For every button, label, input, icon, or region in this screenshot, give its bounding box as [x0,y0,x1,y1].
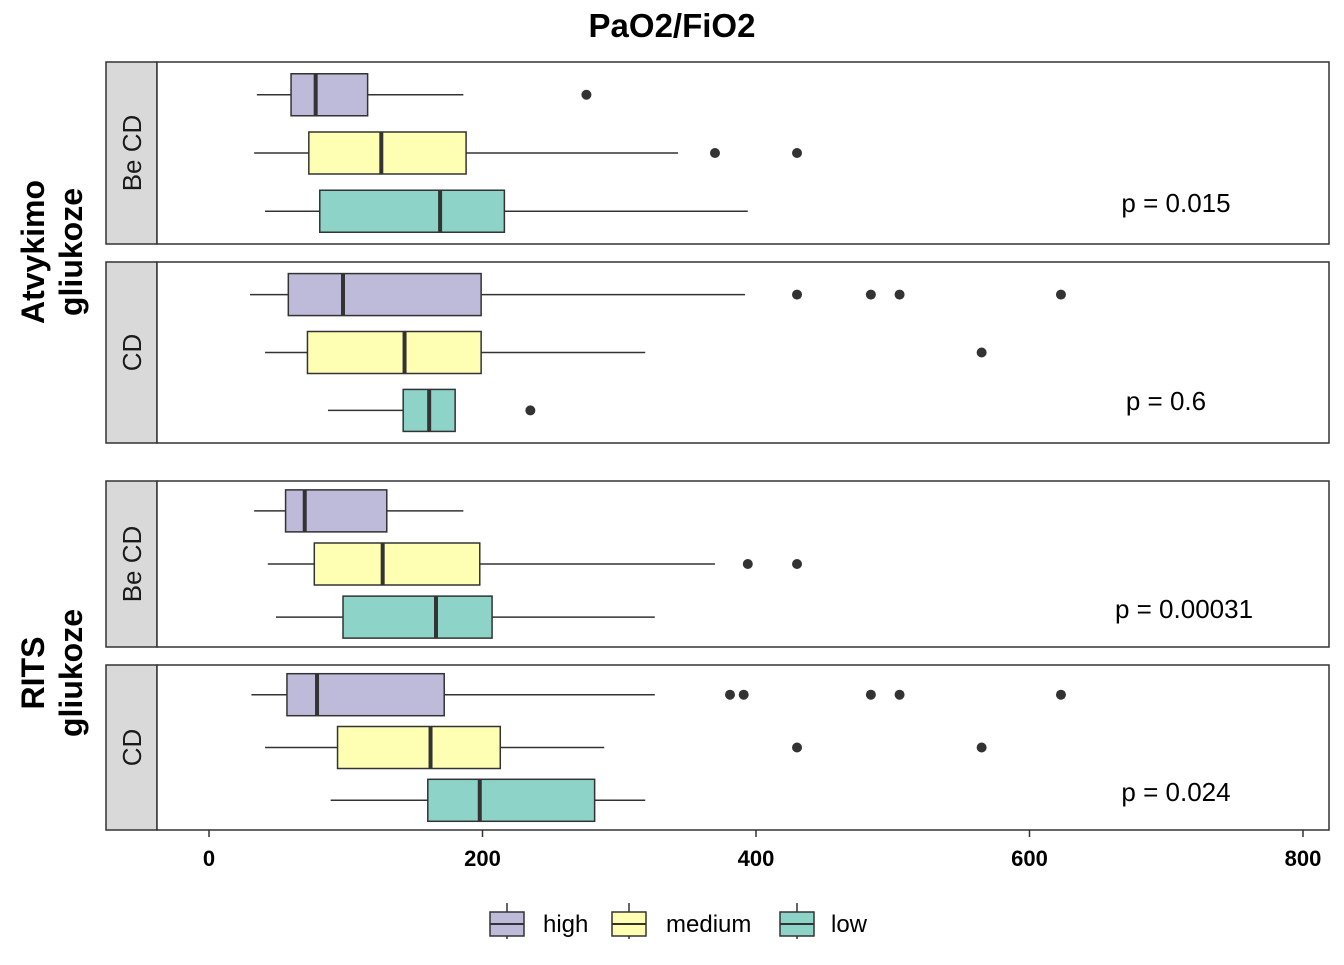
box-high [284,489,388,533]
outlier-point [738,689,749,700]
x-tick-label: 600 [1011,846,1048,871]
outlier-point [581,89,592,100]
box-high [287,272,482,317]
legend-label-medium: medium [666,911,751,938]
facet-strip-label: Be CD [117,526,147,603]
box-medium [306,330,482,375]
x-tick-label: 800 [1285,846,1322,871]
group-label-line1: Atvykimo [15,180,51,324]
box-low [319,189,506,233]
box-medium [308,131,467,175]
outlier-point [709,148,720,158]
facet-strip [105,664,158,831]
facet-strip [105,480,158,648]
outlier-point [976,742,987,753]
outlier-point [894,289,905,300]
outlier-point [525,405,536,416]
outlier-point [792,559,803,569]
outlier-point [976,347,987,358]
outlier-point [1055,689,1066,700]
p-value-label: p = 0.015 [1121,188,1230,218]
facet-strip [105,61,158,245]
outlier-point [742,559,753,569]
outlier-point [865,289,876,300]
box-low [427,778,596,823]
group-label-line1: RITS [15,637,51,710]
outlier-point [792,289,803,300]
outlier-point [1055,289,1066,300]
x-tick-label: 400 [738,846,775,871]
chart-title: PaO2/FiO2 [589,7,756,44]
x-tick-label: 0 [203,846,215,871]
outlier-point [792,742,803,753]
facet-strip-label: Be CD [117,115,147,192]
outlier-point [894,689,905,700]
group-label-line2: gliukoze [53,188,89,316]
box-high [286,672,445,717]
p-value-label: p = 0.00031 [1115,594,1253,624]
outlier-point [865,689,876,700]
box-low [342,595,493,639]
box-medium [313,542,481,586]
legend-label-low: low [831,911,868,938]
legend-label-high: high [543,911,588,938]
outlier-point [792,148,803,158]
facet-strip [105,261,158,444]
box-medium [336,725,502,770]
facet-strip-label: CD [117,334,147,372]
p-value-label: p = 0.024 [1121,777,1230,807]
outlier-point [725,689,736,700]
facet-strip-label: CD [117,729,147,767]
group-label-line2: gliukoze [53,609,89,737]
p-value-label: p = 0.6 [1126,386,1206,416]
box-high [290,73,369,117]
x-tick-label: 200 [464,846,501,871]
